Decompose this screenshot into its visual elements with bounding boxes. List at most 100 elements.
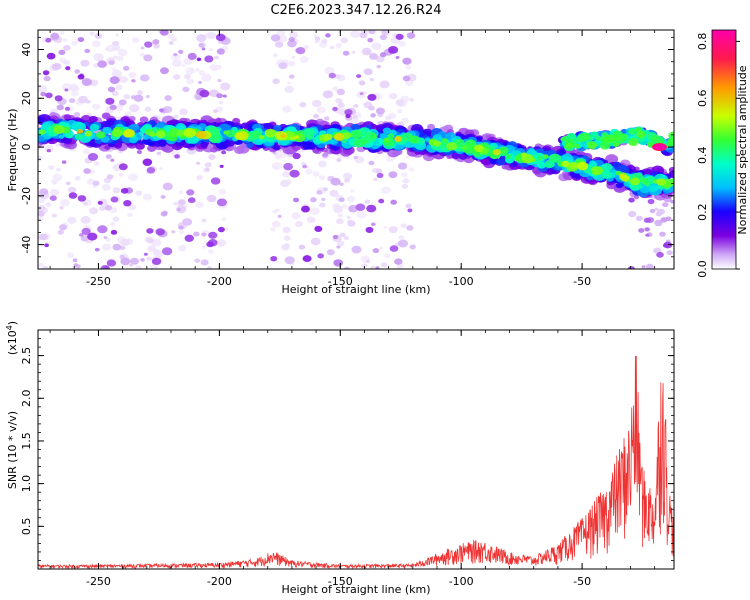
spectrogram-cell	[395, 33, 404, 40]
spectrogram-cell	[219, 164, 224, 168]
spectrogram-cell	[223, 130, 230, 135]
spectrogram-cell	[628, 197, 635, 203]
spectrogram-cell	[129, 257, 140, 265]
spectrogram-cell	[326, 249, 335, 256]
spectrogram-cell	[171, 53, 181, 61]
colorbar-ticks: 0.0 0.2 0.4 0.6 0.8	[696, 33, 740, 278]
spectrogram-cell	[370, 113, 376, 118]
snr-exp-open: (x10	[6, 330, 19, 355]
spectrogram-cell	[275, 208, 280, 213]
spectrogram-cell	[298, 244, 306, 250]
spectrogram-cell	[105, 97, 115, 105]
spectrogram-y-ticks: -40 -20 0 20 40	[20, 36, 674, 270]
spectrogram-cell	[496, 158, 506, 166]
spectrogram-cell	[216, 239, 227, 247]
spectrogram-cell	[70, 90, 79, 97]
spectrogram-cell	[140, 258, 145, 262]
spectrogram-cell	[351, 50, 356, 54]
spectrogram-cell	[78, 233, 84, 237]
spectrogram-cell	[217, 226, 225, 233]
spectrogram-cell	[112, 44, 121, 51]
spectrogram-cell	[406, 32, 416, 39]
spectrogram-cell	[58, 134, 65, 139]
spectrogram-cell	[375, 107, 385, 115]
spectrogram-cell	[302, 142, 313, 150]
spectrogram-cell	[367, 37, 374, 43]
spectrogram-cell	[115, 84, 123, 91]
spectrogram-cell	[207, 32, 217, 40]
spectrogram-cell	[376, 172, 384, 179]
spectrogram-cell	[334, 74, 342, 79]
spectrogram-cell	[401, 172, 408, 178]
spectrogram-cell	[204, 162, 212, 168]
spectrogram-cell	[103, 266, 110, 269]
spectrogram-cell	[644, 168, 653, 175]
spectrogram-cell	[333, 205, 344, 214]
spectrogram-cell	[322, 152, 328, 157]
spectrogram-cell	[388, 171, 398, 179]
spectrogram-cell	[339, 232, 346, 238]
spectrogram-cell	[402, 75, 411, 82]
spectrogram-cell	[367, 93, 377, 101]
spectrogram-cell	[401, 183, 409, 189]
spectrogram-cell	[187, 197, 196, 204]
spectrogram-cell	[643, 217, 651, 223]
spectrogram-cell	[590, 166, 603, 176]
spectrogram-cell	[142, 193, 153, 201]
spectrogram-cell	[187, 52, 197, 60]
spectrogram-cell	[38, 262, 44, 268]
spectrogram-cell	[648, 184, 659, 192]
spectrogram-cell	[633, 195, 640, 200]
spectrogram-cell	[129, 136, 138, 144]
spectrogram-cell	[110, 196, 119, 203]
spectrogram-cell	[196, 175, 203, 181]
spectrogram-cell	[364, 199, 371, 205]
spectrogram-cell	[394, 136, 403, 143]
spectrogram-cell	[139, 52, 145, 57]
spectrogram-cell	[344, 109, 353, 116]
snr-y-ticks: 0.5 1.0 1.5 2.0 2.5	[20, 338, 674, 570]
spectrogram-cell	[405, 203, 412, 209]
spectrogram-cell	[94, 33, 103, 39]
spectrogram-cell	[184, 234, 194, 242]
spectrogram-cell	[365, 226, 374, 233]
spectrogram-cell	[282, 226, 291, 234]
spectrogram-cell	[605, 154, 619, 165]
spectrogram-cell	[287, 60, 296, 67]
spectrogram-cell	[128, 173, 139, 182]
spectrogram-cell	[277, 35, 288, 43]
spectrogram-cell	[329, 45, 335, 50]
spectrogram-cell	[49, 195, 57, 201]
spectrogram-cell	[270, 227, 276, 232]
spectrogram-cell	[111, 90, 119, 97]
spectrogram-cell	[372, 248, 380, 254]
spectrogram-cell	[123, 199, 132, 207]
spectrogram-cell	[106, 259, 117, 267]
spectrogram-cell	[195, 201, 204, 209]
spectrogram-cell	[289, 169, 300, 178]
spectrogram-cell	[313, 113, 319, 119]
spectrogram-cell	[206, 194, 217, 203]
spectrogram-cell	[336, 245, 341, 249]
spectrogram-cell	[173, 53, 178, 57]
spectrogram-cell	[98, 206, 106, 211]
spectrogram-cell	[96, 131, 106, 139]
spectrogram-cell	[303, 45, 310, 50]
spectrogram-cell	[381, 30, 390, 36]
snr-panel: -250 -200 -150 -100 -50 0.5 1.0 1.5 2.0 2.5 Heig…	[5, 321, 675, 596]
spectrogram-cell	[208, 249, 214, 254]
spectrogram-cell	[102, 243, 112, 251]
spectrogram-cell	[61, 160, 67, 164]
spectrogram-cell	[116, 55, 124, 62]
spectrogram-cell	[361, 263, 368, 268]
spectrogram-cell	[394, 258, 403, 265]
spectrogram-cell	[54, 95, 63, 102]
spectrogram-cell	[205, 168, 210, 171]
spectrogram-cell	[173, 114, 179, 119]
spectrogram-cell	[346, 215, 351, 219]
spectrogram-cell	[405, 155, 410, 159]
spectrogram-cell	[335, 218, 344, 225]
spectrogram-cell	[328, 72, 337, 79]
spectrogram-cell	[278, 62, 288, 70]
spectrogram-cell	[179, 108, 188, 116]
